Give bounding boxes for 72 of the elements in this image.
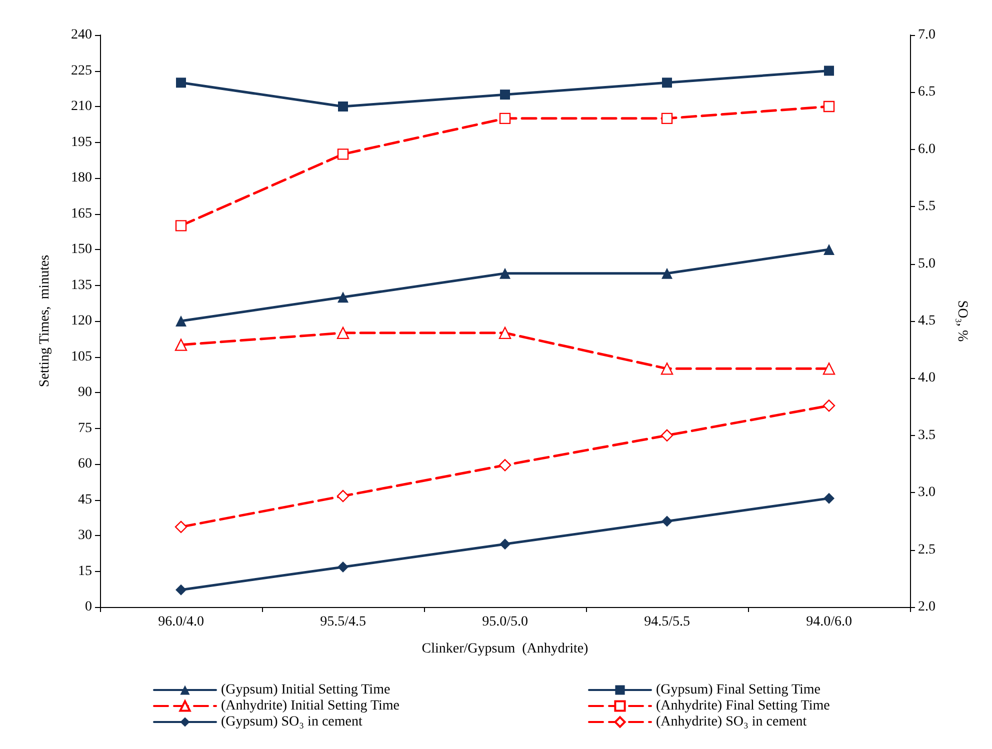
point xyxy=(176,78,186,88)
point xyxy=(498,459,512,472)
y-tick-label: 75 xyxy=(78,420,92,436)
point xyxy=(338,292,348,303)
y-tick-label: 195 xyxy=(71,134,92,150)
y2-tick-label: 5.0 xyxy=(918,256,936,272)
x-tick-label: 96.0/4.0 xyxy=(158,614,204,630)
point xyxy=(660,429,674,442)
point xyxy=(174,338,188,351)
y-tick-label: 165 xyxy=(71,206,92,222)
point xyxy=(176,584,186,596)
y-tick-label: 30 xyxy=(78,528,92,543)
point xyxy=(824,244,834,255)
point xyxy=(660,362,674,375)
y-axis-title: Setting Times, minutes xyxy=(38,254,52,388)
y2-tick-label: 4.5 xyxy=(918,314,936,328)
y2-tick-label: 3.0 xyxy=(918,485,936,500)
x-tick-label: 95.0/5.0 xyxy=(482,614,528,630)
point xyxy=(498,326,512,340)
y2-tick-label: 6.0 xyxy=(918,142,936,157)
y-tick-label: 0 xyxy=(85,600,92,614)
y-tick-label: 225 xyxy=(71,63,92,78)
legend-label: (Anhydrite) Final Setting Time xyxy=(656,698,830,714)
point xyxy=(824,492,834,504)
y-tick-label: 120 xyxy=(71,314,92,328)
point xyxy=(662,516,672,527)
point xyxy=(662,268,672,279)
point xyxy=(500,90,510,100)
point xyxy=(338,561,348,572)
y2-tick-label: 2.5 xyxy=(918,542,936,558)
point xyxy=(175,220,187,232)
y-tick-label: 150 xyxy=(71,242,92,257)
point xyxy=(661,112,673,124)
point xyxy=(822,362,836,375)
x-tick-label: 95.5/4.5 xyxy=(320,614,366,630)
y-tick-label: 135 xyxy=(71,278,92,293)
y2-axis-title: SO₃, % xyxy=(954,300,970,342)
x-axis-title: Clinker/Gypsum (Anhydrite) xyxy=(422,642,589,656)
legend-label: (Anhydrite) SO₃ in cement xyxy=(656,714,807,730)
y-tick-label: 180 xyxy=(71,170,92,186)
y2-tick-label: 3.5 xyxy=(918,428,936,443)
y2-tick-label: 2.0 xyxy=(918,600,936,614)
point xyxy=(336,326,350,340)
legend-label: (Gypsum) Final Setting Time xyxy=(656,682,821,698)
point xyxy=(824,66,834,76)
y2-tick-label: 4.0 xyxy=(918,370,936,386)
y-tick-label: 105 xyxy=(71,349,92,364)
point xyxy=(174,520,188,534)
point xyxy=(500,268,510,279)
point xyxy=(336,490,350,502)
point xyxy=(823,100,835,112)
point xyxy=(662,78,672,88)
point xyxy=(499,112,511,124)
y2-tick-label: 7.0 xyxy=(918,28,936,42)
y-tick-label: 240 xyxy=(71,28,92,42)
legend-label: (Anhydrite) Initial Setting Time xyxy=(221,698,400,714)
y2-tick-label: 6.5 xyxy=(918,84,936,100)
point xyxy=(822,400,836,412)
legend-label: (Gypsum) SO₃ in cement xyxy=(221,714,362,730)
y-tick-label: 210 xyxy=(71,99,92,114)
point xyxy=(337,148,349,160)
y-tick-label: 15 xyxy=(78,564,92,579)
point xyxy=(500,538,510,550)
y-tick-label: 60 xyxy=(78,456,92,472)
y-tick-label: 90 xyxy=(78,385,92,400)
point xyxy=(338,102,348,112)
y-tick-label: 45 xyxy=(78,492,92,508)
y2-tick-label: 5.5 xyxy=(918,199,936,214)
point xyxy=(176,316,186,326)
x-tick-label: 94.0/6.0 xyxy=(806,614,852,630)
x-tick-label: 94.5/5.5 xyxy=(644,614,690,630)
legend-label: (Gypsum) Initial Setting Time xyxy=(221,682,390,698)
